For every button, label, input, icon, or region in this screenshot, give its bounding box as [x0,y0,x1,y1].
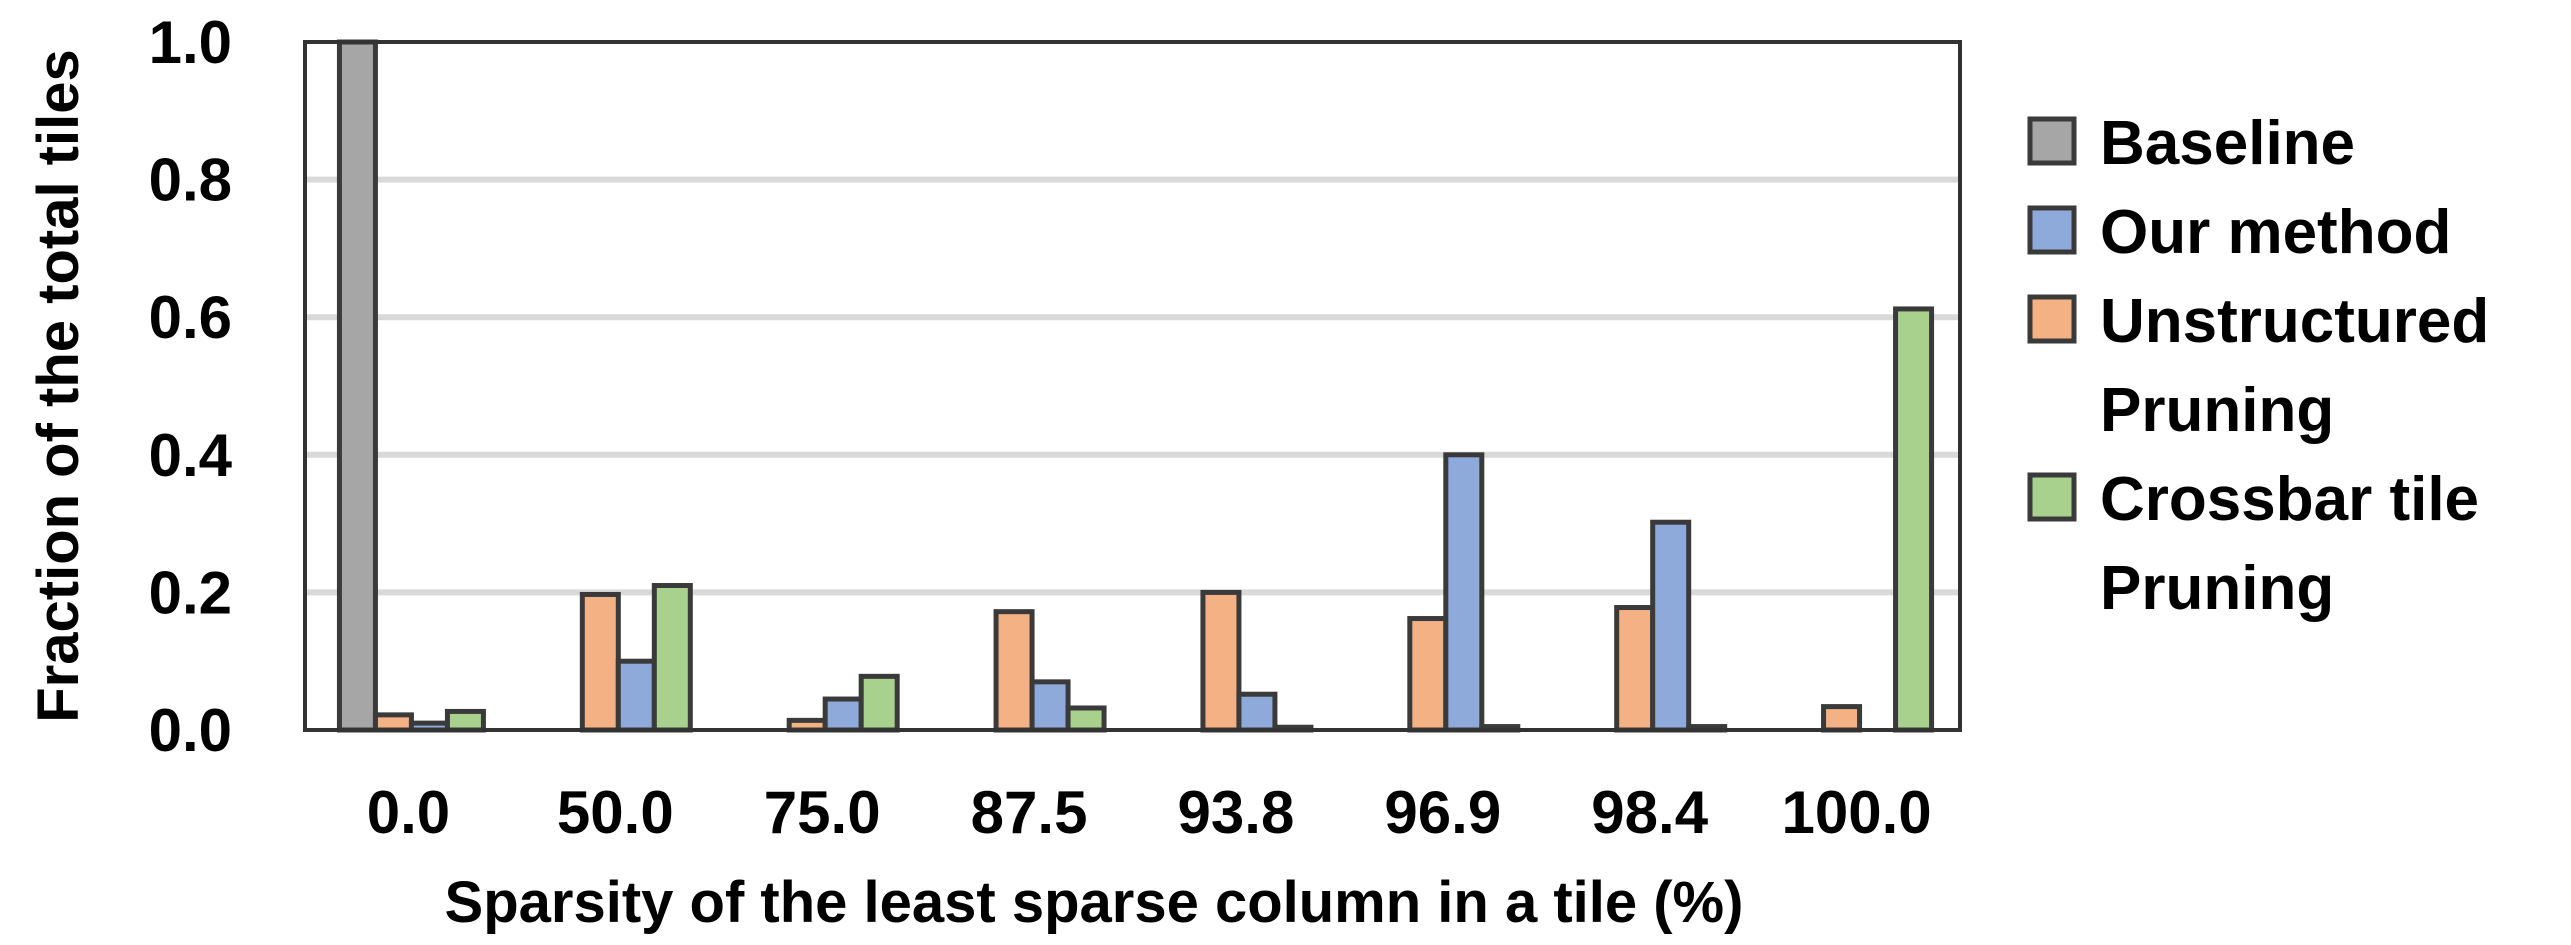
x-tick-label: 98.4 [1591,779,1708,846]
bar [579,591,621,733]
y-tick-label: 0.0 [149,697,232,764]
y-tick-label: 0.4 [149,422,233,489]
legend-label: Unstructured [2100,287,2489,356]
legend-label: Baseline [2100,109,2355,178]
bar [1614,605,1656,733]
legend-label: Our method [2100,198,2451,267]
plot-frame [303,40,1962,732]
x-tick-label: 100.0 [1781,779,1931,846]
x-tick-label: 96.9 [1384,779,1501,846]
bar [1821,704,1863,733]
x-tick-labels: 0.0 50.0 75.0 87.5 93.8 96.9 98.4 100.0 [367,779,1932,846]
y-tick-label: 1.0 [149,9,232,76]
x-tick-label: 93.8 [1178,779,1295,846]
bar [1893,306,1935,733]
legend-swatch [2027,294,2077,344]
bar [822,696,864,733]
bar [615,658,657,733]
bar [1065,705,1107,733]
legend-swatch [2027,116,2077,166]
bar [858,673,900,733]
legend-label: Pruning [2100,376,2334,445]
legend: Baseline Our method Unstructured Pruning Cro… [2027,109,2489,623]
legend-swatch [2027,472,2077,522]
y-tick-label: 0.2 [149,559,232,626]
bar [372,712,414,733]
x-axis-title: Sparsity of the least sparse column in a… [445,870,1744,935]
bar [993,609,1035,733]
bar [1236,691,1278,733]
bar [1443,452,1485,733]
x-tick-label: 87.5 [971,779,1088,846]
bar [1407,616,1449,733]
legend-label: Pruning [2100,554,2334,623]
x-tick-label: 75.0 [764,779,881,846]
bar [1029,679,1071,733]
y-tick-labels: 0.0 0.2 0.4 0.6 0.8 1.0 [149,9,233,764]
bar [651,583,693,733]
y-axis-title: Fraction of the total tiles [26,49,91,723]
gridlines [305,176,1960,596]
bar [1650,519,1692,733]
legend-label: Crossbar tile [2100,465,2479,534]
y-tick-label: 0.8 [149,147,232,214]
bar [444,708,486,733]
y-tick-label: 0.6 [149,284,232,351]
x-tick-label: 50.0 [557,779,674,846]
bar [1200,589,1242,733]
bar [336,39,378,733]
x-tick-label: 0.0 [367,779,450,846]
legend-swatch [2027,205,2077,255]
bars [336,39,1935,733]
